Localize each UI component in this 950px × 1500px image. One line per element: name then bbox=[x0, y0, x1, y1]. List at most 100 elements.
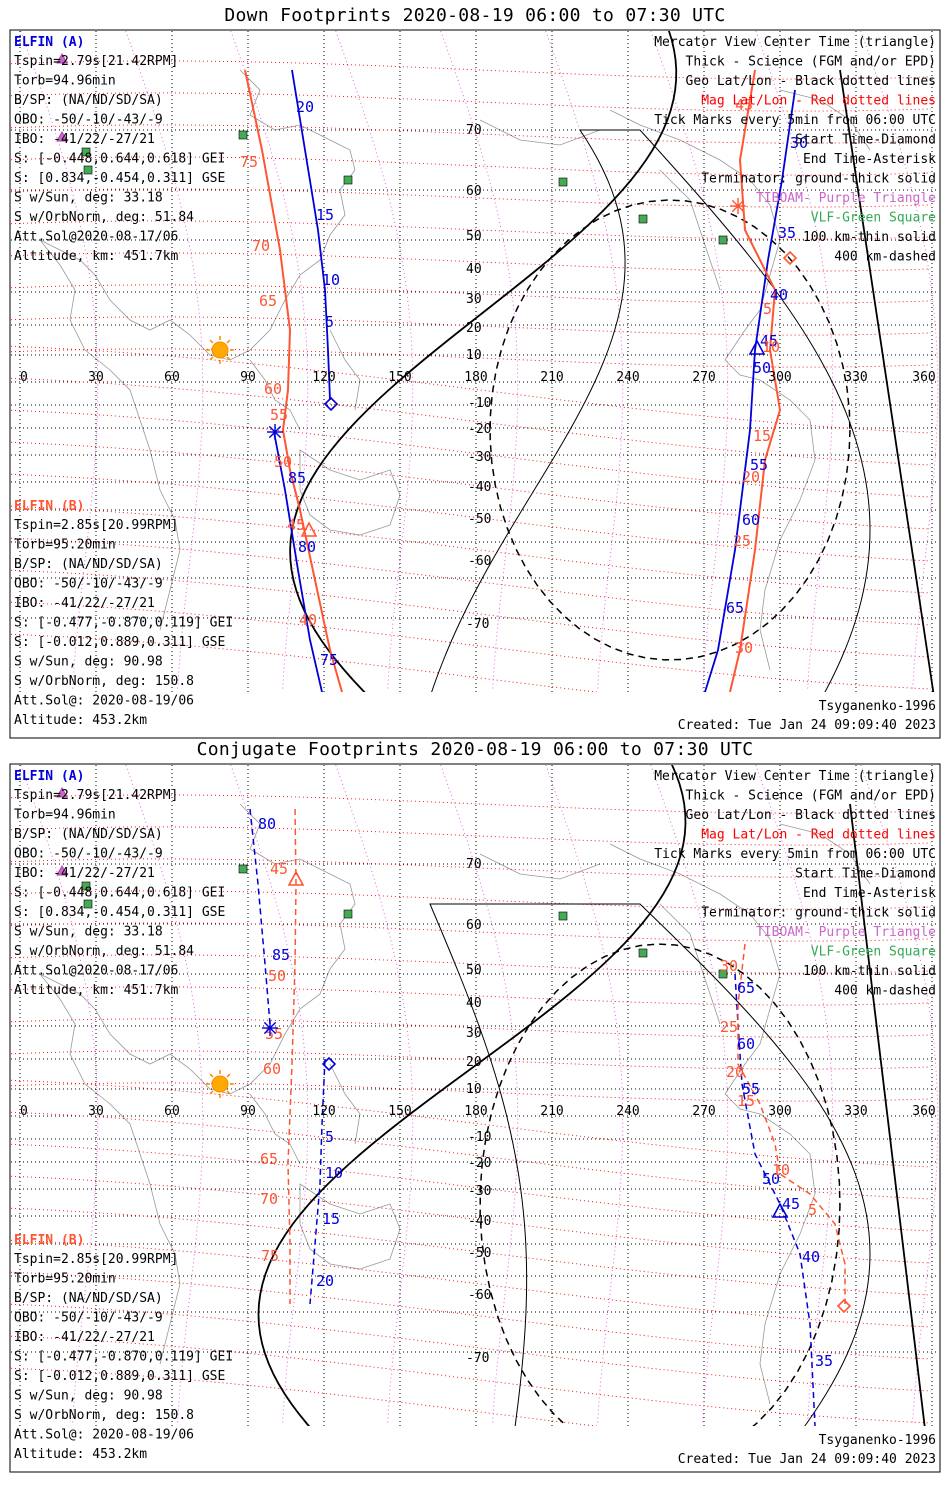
created-timestamp: Created: Tue Jan 24 09:09:40 2023 bbox=[678, 1452, 936, 1467]
elfin-a-tick-label: 40 bbox=[770, 286, 788, 304]
lat-label: -40 bbox=[468, 480, 491, 495]
vlf-green-square bbox=[343, 909, 353, 919]
mag-lat-line bbox=[11, 124, 932, 144]
coastline bbox=[249, 1093, 301, 1165]
mag-lat-line bbox=[11, 252, 932, 272]
mag-lat-line bbox=[11, 156, 932, 176]
elfin-a-info-line: Att.Sol@2020-08-17/06 bbox=[14, 230, 178, 245]
lat-label: 40 bbox=[466, 996, 482, 1011]
vlf-green-square bbox=[238, 130, 248, 140]
elfin-b-tick-label: 15 bbox=[737, 1092, 755, 1110]
lon-label: 240 bbox=[616, 370, 639, 385]
map-frame bbox=[9, 29, 941, 739]
tiboam-purple-triangle bbox=[56, 786, 68, 798]
elfin-a-tick-label: 20 bbox=[316, 1272, 334, 1290]
elfin-b-center-triangle bbox=[300, 521, 318, 537]
lat-label: -20 bbox=[468, 422, 491, 437]
sun-disc bbox=[211, 1075, 229, 1093]
lon-label: 90 bbox=[240, 1104, 256, 1119]
legend-entry: 100 km-thin solid bbox=[803, 964, 936, 979]
lat-label: -40 bbox=[468, 1214, 491, 1229]
elfin-a-tick-label: 35 bbox=[815, 1352, 833, 1370]
mag-lon-line bbox=[545, 31, 624, 692]
elfin-a-tick-label: 65 bbox=[726, 599, 744, 617]
elfin-b-tick-label: 10 bbox=[772, 1161, 790, 1179]
lat-label: -20 bbox=[468, 1156, 491, 1171]
terminator-400km bbox=[479, 943, 841, 1426]
legend-entry: Geo Lat/Lon - Black dotted lines bbox=[686, 808, 936, 823]
sun-ray bbox=[226, 1073, 231, 1078]
mag-lon-line bbox=[440, 765, 519, 1426]
elfin-a-tick-label: 50 bbox=[762, 1170, 780, 1188]
legend-entry: End Time-Asterisk bbox=[803, 152, 936, 167]
legend-entry: Start Time-Diamond bbox=[795, 133, 936, 148]
legend-entry: Thick - Science (FGM and/or EPD) bbox=[686, 55, 936, 70]
mag-lat-line bbox=[11, 284, 932, 304]
lat-label: 30 bbox=[466, 1026, 482, 1041]
created-timestamp: Created: Tue Jan 24 09:09:40 2023 bbox=[678, 718, 936, 733]
elfin-a-tick-label: 20 bbox=[296, 98, 314, 116]
elfin-a-tick-label: 65 bbox=[737, 979, 755, 997]
elfin-b-tick-label: 20 bbox=[726, 1063, 744, 1081]
down-footprints-map: 2015105858075303540455055606575706560555… bbox=[9, 29, 941, 739]
lon-label: 150 bbox=[388, 1104, 411, 1119]
elfin-a-tick-label: 5 bbox=[325, 313, 334, 331]
lon-label: 270 bbox=[692, 370, 715, 385]
lon-label: 330 bbox=[844, 1104, 867, 1119]
lon-label: 0 bbox=[20, 1104, 28, 1119]
coastline bbox=[779, 823, 871, 885]
elfin-a-info-line: IBO: -41/22/-27/21 bbox=[14, 132, 155, 147]
elfin-a-title: ELFIN (A) bbox=[14, 769, 84, 784]
mag-lat-line bbox=[11, 858, 932, 878]
elfin-a-track-south bbox=[273, 431, 323, 692]
vlf-green-square bbox=[238, 864, 248, 874]
legend-entry: Geo Lat/Lon - Black dotted lines bbox=[686, 74, 936, 89]
legend-entry: TIBOAM- Purple Triangle bbox=[756, 191, 936, 206]
coastline bbox=[299, 449, 401, 536]
mag-lon-line bbox=[440, 31, 519, 692]
elfin-a-tick-label: 15 bbox=[322, 1210, 340, 1228]
mag-lon-line bbox=[650, 765, 729, 1426]
elfin-b-tick-label: 70 bbox=[252, 237, 270, 255]
elfin-b-tick-label: 25 bbox=[733, 532, 751, 550]
lat-label: 50 bbox=[466, 963, 482, 978]
legend-entry: Mercator View Center Time (triangle) bbox=[654, 769, 936, 784]
vlf-green-square bbox=[638, 214, 648, 224]
elfin-b-info-line: S w/Sun, deg: 90.98 bbox=[14, 655, 163, 670]
lat-label: -70 bbox=[466, 617, 489, 632]
elfin-b-info-line: S: [-0.477,-0.870,0.119] GEI bbox=[14, 1350, 233, 1365]
elfin-a-track-north bbox=[291, 69, 331, 401]
mag-lat-line bbox=[11, 986, 932, 1006]
legend-entry: Terminator: ground-thick solid bbox=[701, 172, 936, 187]
elfin-b-start-diamond bbox=[836, 1298, 852, 1314]
elfin-a-tick-label: 15 bbox=[316, 206, 334, 224]
elfin-a-tick-label: 85 bbox=[288, 469, 306, 487]
elfin-b-tick-label: 40 bbox=[299, 611, 317, 629]
elfin-b-track-conj-east bbox=[737, 943, 846, 1304]
vlf-green-square bbox=[558, 911, 568, 921]
elfin-b-tick-label: 25 bbox=[720, 1018, 738, 1036]
elfin-b-tick-label: 15 bbox=[753, 427, 771, 445]
lat-label: -30 bbox=[468, 450, 491, 465]
elfin-b-info-line: B/SP: (NA/ND/SD/SA) bbox=[14, 557, 163, 572]
vlf-green-square bbox=[83, 165, 93, 175]
elfin-a-info-line: S: [0.834,-0.454,0.311] GSE bbox=[14, 905, 225, 920]
coastline bbox=[759, 379, 816, 671]
lat-label: 30 bbox=[466, 292, 482, 307]
elfin-b-tick-label: 75 bbox=[240, 153, 258, 171]
legend-entry: TIBOAM- Purple Triangle bbox=[756, 925, 936, 940]
elfin-b-tick-label: 60 bbox=[264, 380, 282, 398]
lon-label: 240 bbox=[616, 1104, 639, 1119]
legend-entry: Thick - Science (FGM and/or EPD) bbox=[686, 789, 936, 804]
map-area: 8085510152065605550454035455055606570753… bbox=[11, 765, 939, 1426]
lat-label: 70 bbox=[466, 123, 482, 138]
mag-lat-line bbox=[11, 92, 932, 112]
lat-label: -50 bbox=[468, 512, 491, 527]
mag-lat-line bbox=[11, 188, 932, 208]
mag-lat-line bbox=[11, 922, 932, 942]
lat-label: -60 bbox=[468, 554, 491, 569]
elfin-a-tick-label: 80 bbox=[258, 815, 276, 833]
sun-icon bbox=[206, 1070, 234, 1098]
elfin-a-title: ELFIN (A) bbox=[14, 35, 84, 50]
elfin-a-info-line: OBO: -50/-10/-43/-9 bbox=[14, 847, 163, 862]
